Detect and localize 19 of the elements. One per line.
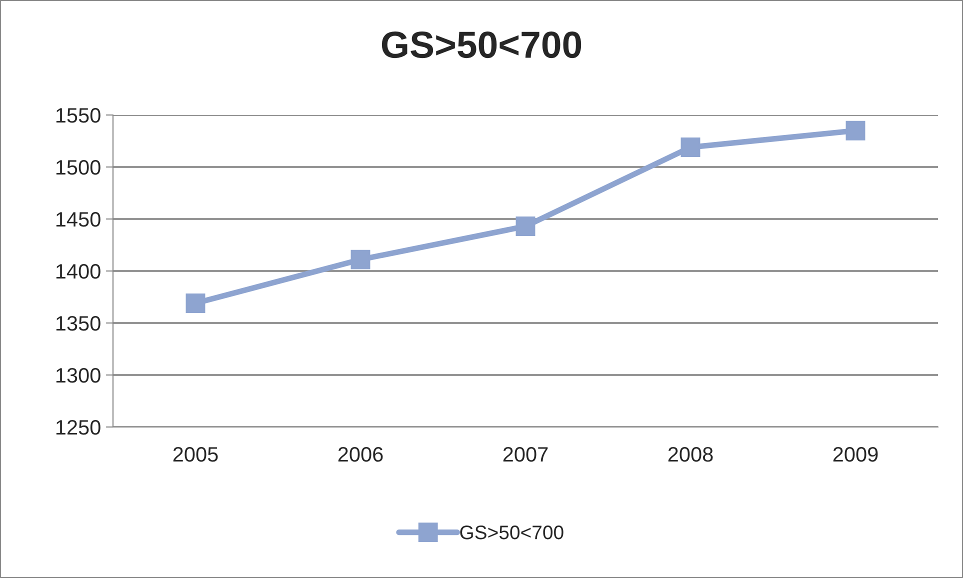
x-tick-label: 2006 xyxy=(338,446,383,462)
chart-title: GS>50<700 xyxy=(382,32,582,58)
x-tick-label: 2007 xyxy=(503,446,548,462)
x-tick-label: 2008 xyxy=(668,446,713,462)
y-tick-label: 1300 xyxy=(56,368,100,383)
legend-label: GS>50<700 xyxy=(460,526,564,540)
x-tick-label: 2005 xyxy=(173,446,218,462)
y-tick-label: 1400 xyxy=(56,264,100,279)
point xyxy=(846,120,866,140)
y-tick-label: 1550 xyxy=(56,108,100,123)
y-tick-label: 1450 xyxy=(56,212,100,227)
y-tick-label: 1250 xyxy=(56,420,100,435)
point xyxy=(680,138,700,157)
point xyxy=(350,250,370,270)
point xyxy=(186,294,206,313)
y-tick-label: 1350 xyxy=(56,316,100,331)
x-tick-label: 2009 xyxy=(833,446,878,462)
point xyxy=(516,216,536,236)
y-tick-label: 1500 xyxy=(56,160,100,175)
